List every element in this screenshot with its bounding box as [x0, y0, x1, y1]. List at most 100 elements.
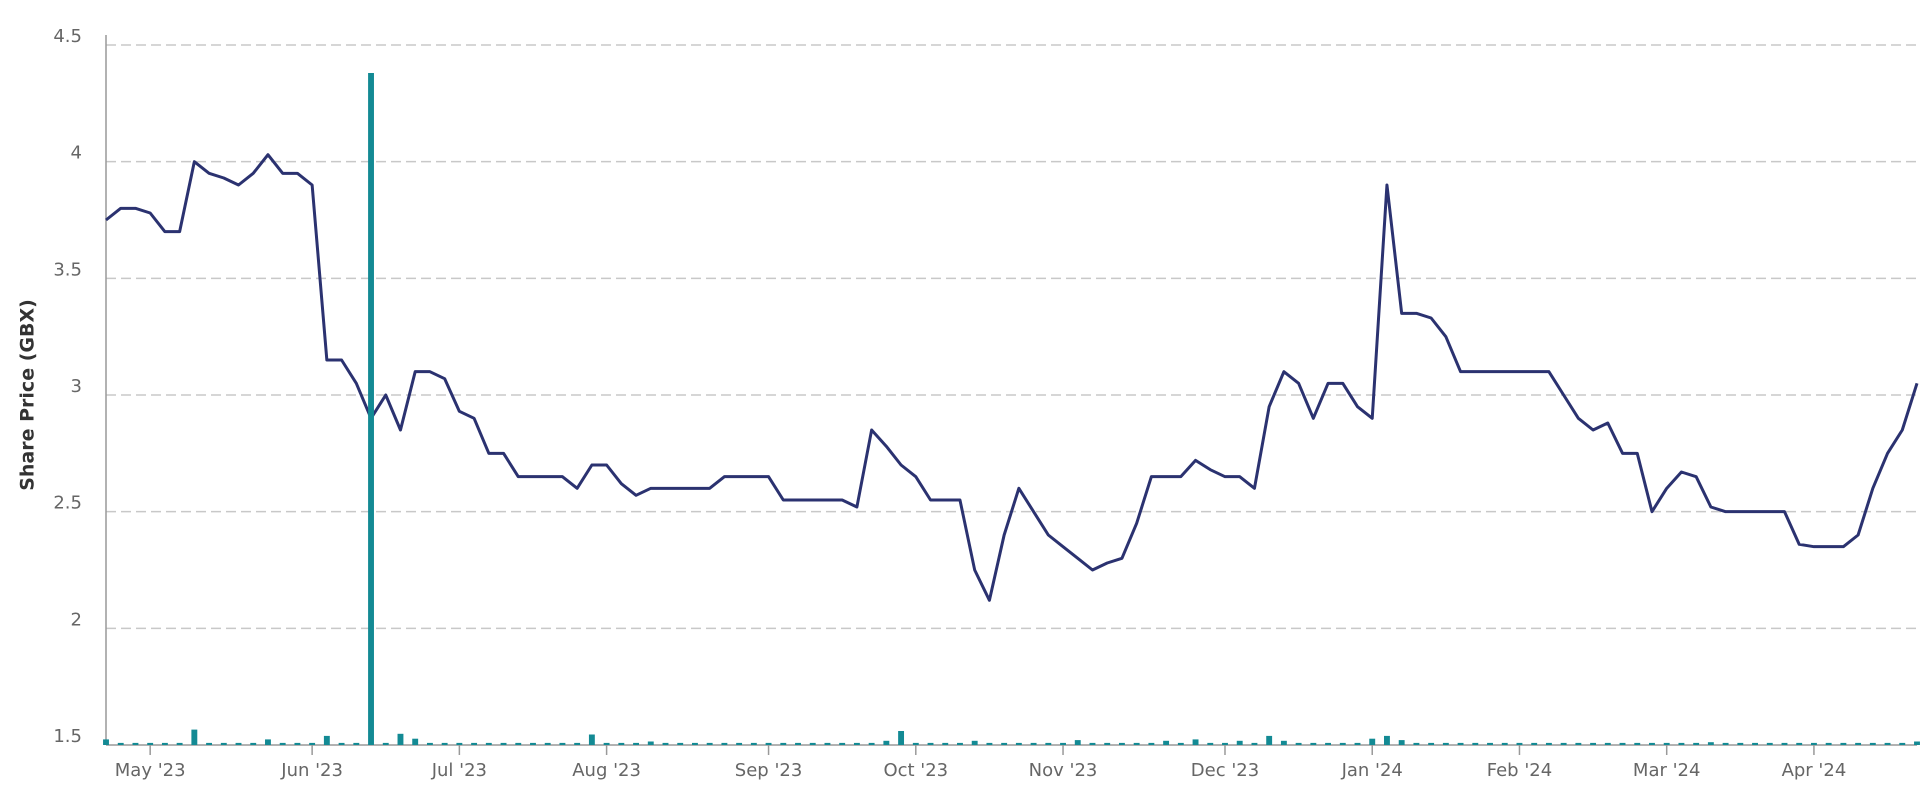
volume-bar: [1914, 741, 1920, 745]
volume-bar: [1855, 742, 1862, 745]
volume-bar: [1222, 742, 1228, 745]
volume-bar: [1707, 742, 1714, 745]
volume-bar: [530, 742, 536, 745]
volume-bar: [1869, 742, 1876, 745]
y-tick-label: 4.5: [53, 26, 82, 47]
volume-bar: [1384, 735, 1390, 745]
volume-bar: [1575, 742, 1582, 745]
volume-bar: [279, 742, 286, 745]
volume-bar: [1752, 742, 1758, 745]
volume-bar: [971, 740, 978, 745]
volume-bar: [1428, 742, 1435, 745]
volume-bar: [132, 742, 139, 745]
volume-bar: [1089, 742, 1096, 745]
volume-bar: [1074, 740, 1081, 745]
volume-bar: [691, 742, 698, 745]
volume-bar: [1280, 740, 1287, 745]
volume-bar: [1030, 742, 1037, 745]
volume-bar: [235, 742, 242, 745]
volume-bar: [1737, 742, 1744, 745]
volume-bar: [1884, 742, 1891, 745]
x-tick-label: Jun '23: [280, 760, 343, 781]
volume-bar: [677, 742, 684, 745]
volume-bar: [1413, 742, 1420, 745]
y-axis-label: Share Price (GBX): [17, 299, 39, 491]
volume-bar: [1796, 742, 1803, 745]
volume-bar: [1001, 742, 1008, 745]
x-tick-label: Jul '23: [431, 760, 487, 781]
volume-bar: [706, 742, 713, 745]
volume-bar: [1545, 742, 1552, 745]
volume-bar: [176, 742, 183, 745]
volume-bar: [736, 742, 743, 745]
volume-bar: [117, 742, 124, 745]
volume-bar: [1487, 742, 1493, 745]
volume-bar: [1266, 735, 1273, 745]
volume-bar: [456, 742, 463, 745]
y-tick-label: 2.5: [53, 493, 82, 514]
volume-bar: [191, 729, 198, 745]
volume-bar: [250, 742, 257, 745]
y-tick-label: 3: [71, 376, 82, 397]
volume-bar: [618, 742, 625, 745]
y-tick-label: 2: [71, 609, 82, 630]
volume-bar: [1207, 742, 1214, 745]
volume-bar: [1295, 742, 1302, 745]
volume-bar: [1693, 742, 1700, 745]
x-tick-label: Sep '23: [735, 760, 803, 781]
volume-bar: [1192, 739, 1199, 745]
volume-bar: [868, 742, 875, 745]
volume-bar: [1177, 742, 1184, 745]
volume-bar: [426, 742, 433, 745]
volume-bar: [1531, 742, 1538, 745]
volume-bar: [574, 742, 581, 745]
volume-bar: [1678, 742, 1685, 745]
y-tick-label: 3.5: [53, 259, 82, 280]
volume-bar: [1339, 742, 1346, 745]
volume-bar: [1634, 742, 1641, 745]
volume-bar: [1590, 742, 1597, 745]
volume-bar: [942, 742, 949, 745]
volume-bar: [397, 733, 404, 745]
price-line: [105, 153, 1919, 602]
volume-bar: [588, 734, 595, 745]
volume-bar: [912, 742, 919, 745]
volume-bar: [765, 742, 772, 745]
x-tick-label: Mar '24: [1633, 760, 1701, 781]
volume-bar: [161, 742, 168, 745]
volume-bar: [515, 742, 522, 745]
volume-bar: [368, 73, 374, 745]
volume-bar: [103, 739, 109, 745]
volume-bar: [1118, 742, 1125, 745]
volume-bar: [1060, 742, 1066, 745]
volume-bar: [1163, 740, 1170, 745]
volume-bar: [986, 742, 993, 745]
volume-bar: [1310, 742, 1317, 745]
volume-bar: [1457, 742, 1464, 745]
volume-bar: [1604, 742, 1611, 745]
volume-bar: [1516, 742, 1523, 745]
volume-bar: [1840, 742, 1847, 745]
volume-bar: [633, 742, 639, 745]
volume-bar: [1369, 738, 1376, 745]
volume-bar: [323, 735, 330, 745]
volume-bar: [412, 738, 419, 745]
volume-bar: [1619, 742, 1626, 745]
volume-bar: [338, 742, 345, 745]
x-tick-label: Dec '23: [1191, 760, 1259, 781]
volume-bar: [957, 742, 963, 745]
volume-bar: [1442, 742, 1449, 745]
volume-bar: [795, 742, 801, 745]
volume-bar: [1251, 742, 1258, 745]
volume-bar: [1325, 742, 1332, 745]
x-tick-label: Feb '24: [1487, 760, 1552, 781]
volume-bar: [1236, 740, 1243, 745]
volume-bar: [1398, 740, 1405, 745]
volume-bar: [1810, 742, 1817, 745]
volume-bar: [780, 742, 787, 745]
x-tick-label: Aug '23: [572, 760, 641, 781]
volume-bar: [809, 742, 816, 745]
volume-bar: [147, 742, 154, 745]
volume-bar: [824, 742, 831, 745]
